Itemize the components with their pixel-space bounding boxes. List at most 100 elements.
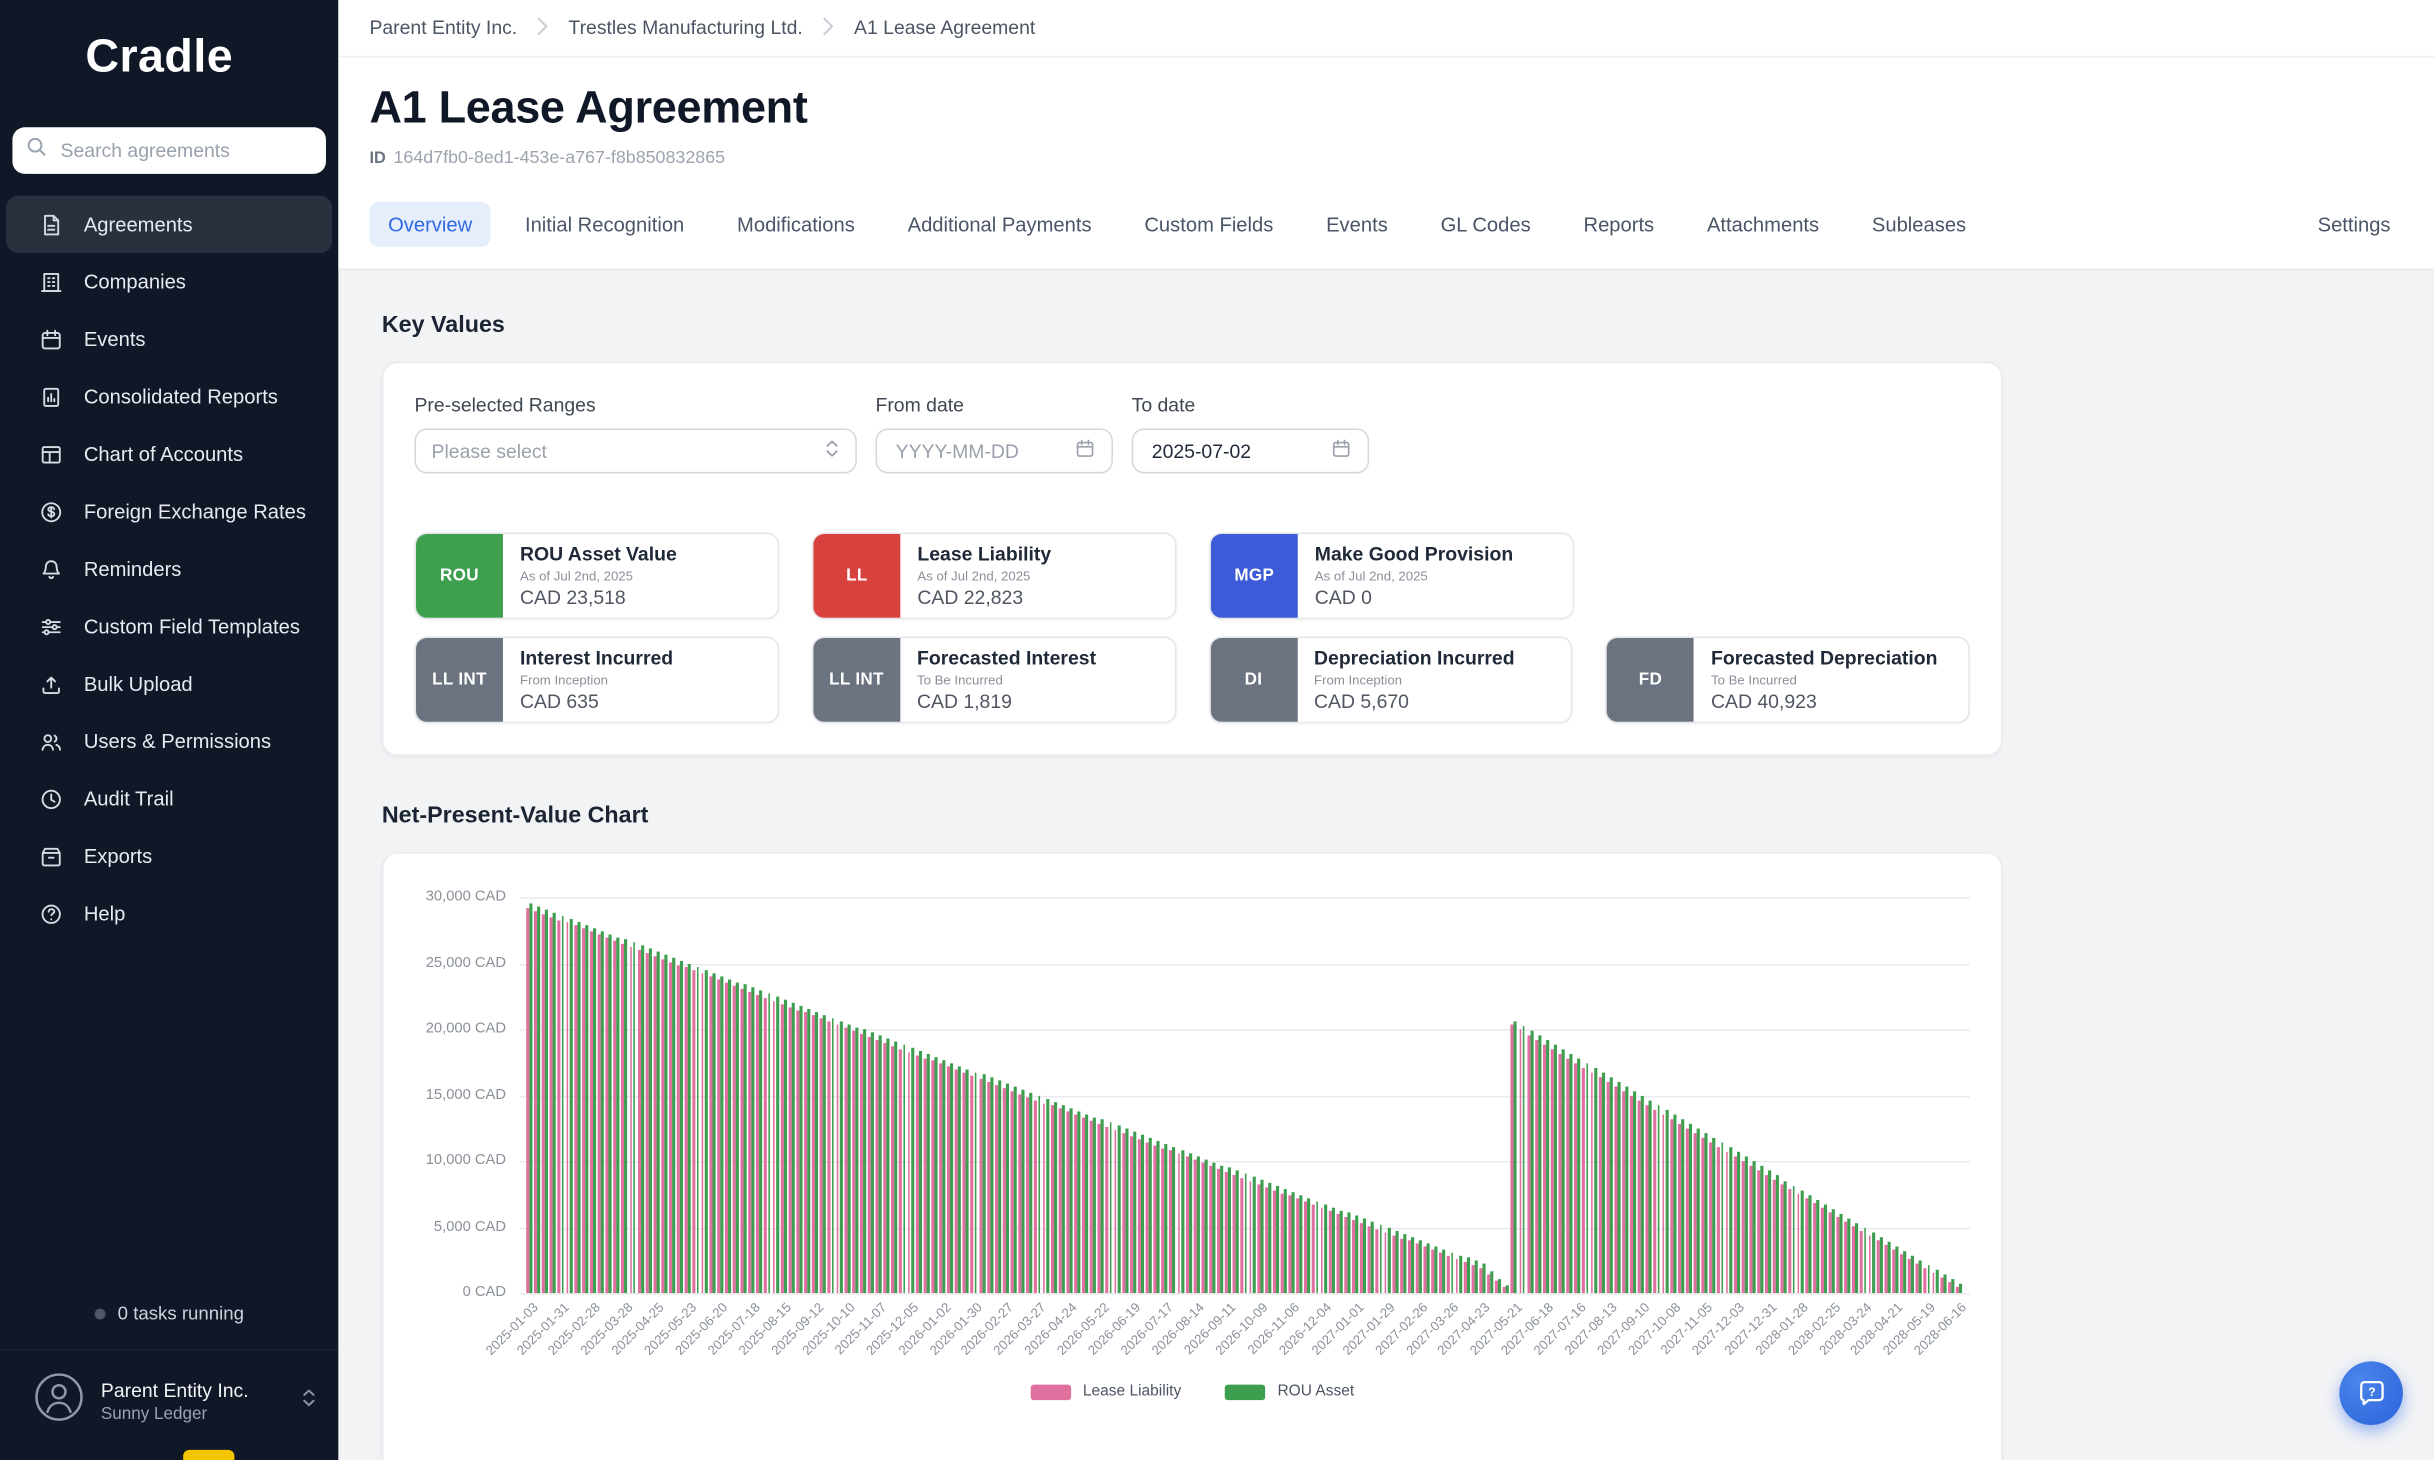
chevron-up-down-icon	[301, 1387, 317, 1415]
sidebar-item-label: Consolidated Reports	[83, 384, 278, 409]
main-area: Parent Entity Inc. Trestles Manufacturin…	[338, 0, 2434, 1460]
mgp-badge: MGP	[1210, 533, 1298, 618]
sidebar-item-label: Bulk Upload	[83, 672, 193, 696]
range-field: Pre-selected Ranges Please select	[414, 394, 857, 474]
tab-bar: Overview Initial Recognition Modificatio…	[338, 201, 2434, 269]
account-switcher[interactable]: Parent Entity Inc. Sunny Ledger	[0, 1348, 339, 1460]
ledger-table-icon	[37, 441, 63, 467]
users-icon	[37, 728, 63, 754]
sidebar-item-consolidated-reports[interactable]: Consolidated Reports	[6, 368, 332, 425]
sidebar-item-foreign-exchange-rates[interactable]: Foreign Exchange Rates	[6, 483, 332, 540]
breadcrumb-agreement[interactable]: A1 Lease Agreement	[854, 17, 1036, 39]
search-input[interactable]	[57, 138, 313, 163]
to-date-field: To date	[1131, 394, 1370, 474]
fd-badge: FD	[1607, 637, 1694, 722]
tab-modifications[interactable]: Modifications	[737, 212, 855, 236]
search-agreements-box[interactable]	[12, 127, 326, 174]
clock-icon	[37, 785, 63, 811]
tab-additional-payments[interactable]: Additional Payments	[907, 212, 1092, 236]
search-icon	[26, 137, 46, 165]
filters: Pre-selected Ranges Please select From d…	[414, 394, 1969, 474]
calendar-icon[interactable]	[1330, 438, 1352, 464]
sidebar-item-exports[interactable]: Exports	[6, 827, 332, 884]
sidebar-item-label: Events	[83, 327, 146, 351]
calendar-icon	[37, 326, 63, 352]
sidebar-item-events[interactable]: Events	[6, 310, 332, 367]
to-date-input[interactable]	[1148, 438, 1318, 464]
legend-lease-liability: Lease Liability	[1030, 1383, 1181, 1400]
tab-overview[interactable]: Overview	[369, 201, 491, 247]
chevron-right-icon	[537, 16, 549, 39]
account-user: Sunny Ledger	[100, 1404, 208, 1423]
upload-icon	[37, 671, 63, 697]
agreement-id-value: 164d7fb0-8ed1-453e-a767-f8b850832865	[393, 149, 726, 168]
metric-tiles: ROU ROU Asset Value As of Jul 2nd, 2025 …	[414, 532, 1970, 724]
range-select[interactable]: Please select	[414, 428, 857, 474]
from-date-field: From date	[875, 394, 1113, 474]
tab-events[interactable]: Events	[1326, 212, 1388, 236]
agreement-id: ID 164d7fb0-8ed1-453e-a767-f8b850832865	[369, 149, 726, 168]
metric-make-good-provision: MGP Make Good Provision As of Jul 2nd, 2…	[1209, 532, 1575, 620]
tab-initial-recognition[interactable]: Initial Recognition	[524, 212, 685, 236]
sidebar-item-bulk-upload[interactable]: Bulk Upload	[6, 655, 332, 712]
metric-depreciation-incurred: DI Depreciation Incurred From Inception …	[1208, 636, 1573, 724]
sidebar-item-help[interactable]: Help	[6, 885, 332, 942]
sidebar-item-label: Foreign Exchange Rates	[83, 499, 306, 524]
tab-attachments[interactable]: Attachments	[1706, 212, 1820, 236]
lease-liability-swatch	[1030, 1383, 1071, 1400]
help-chat-button[interactable]: ?	[2339, 1361, 2403, 1426]
chat-bubble-icon: ?	[2359, 1380, 2383, 1405]
chevron-right-icon	[823, 16, 834, 39]
sidebar-item-agreements[interactable]: Agreements	[6, 195, 333, 254]
metric-rou-asset-value: ROU ROU Asset Value As of Jul 2nd, 2025 …	[414, 532, 780, 620]
sidebar-item-label: Chart of Accounts	[83, 442, 244, 466]
breadcrumb-parent-entity[interactable]: Parent Entity Inc.	[369, 17, 518, 39]
sidebar-item-label: Reminders	[83, 557, 182, 581]
account-company: Parent Entity Inc.	[100, 1379, 249, 1401]
to-date-label: To date	[1131, 394, 1196, 417]
page-header: Parent Entity Inc. Trestles Manufacturin…	[338, 0, 2434, 271]
chevron-up-down-icon	[824, 438, 840, 464]
sidebar-item-label: Audit Trail	[83, 787, 174, 811]
tab-subleases[interactable]: Subleases	[1871, 212, 1967, 236]
sidebar-item-reminders[interactable]: Reminders	[6, 540, 332, 597]
legend-rou-asset: ROU Asset	[1224, 1383, 1354, 1400]
sidebar-nav: Agreements Companies Events Consolidated…	[0, 195, 338, 943]
tasks-status: 0 tasks running	[0, 1302, 338, 1324]
metric-forecasted-depreciation: FD Forecasted Depreciation To Be Incurre…	[1605, 636, 1970, 724]
metric-interest-incurred: LL INT Interest Incurred From Inception …	[414, 636, 779, 724]
building-icon	[37, 269, 63, 295]
sidebar-item-custom-field-templates[interactable]: Custom Field Templates	[6, 598, 332, 655]
tab-settings[interactable]: Settings	[2317, 212, 2391, 236]
archive-icon	[37, 843, 63, 869]
ll-int-badge: LL INT	[416, 637, 503, 722]
sidebar-item-audit-trail[interactable]: Audit Trail	[6, 770, 332, 827]
tab-gl-codes[interactable]: GL Codes	[1440, 212, 1531, 236]
npv-chart-heading: Net-Present-Value Chart	[381, 802, 649, 829]
bell-icon	[37, 556, 63, 582]
breadcrumb: Parent Entity Inc. Trestles Manufacturin…	[338, 0, 2434, 58]
tab-custom-fields[interactable]: Custom Fields	[1144, 212, 1274, 236]
sidebar-item-label: Users & Permissions	[83, 729, 272, 753]
di-badge: DI	[1210, 637, 1297, 722]
ll-int-badge: LL INT	[813, 637, 900, 722]
chart-legend: Lease Liability ROU Asset	[414, 1383, 1969, 1400]
range-label: Pre-selected Ranges	[414, 394, 596, 417]
sidebar-item-chart-of-accounts[interactable]: Chart of Accounts	[6, 425, 332, 482]
content-area: Key Values Pre-selected Ranges Please se…	[338, 270, 2434, 1460]
key-values-heading: Key Values	[381, 312, 505, 339]
from-date-input[interactable]	[892, 438, 1062, 464]
sliders-icon	[37, 613, 63, 639]
app-logo: Cradle	[85, 31, 234, 83]
sidebar-item-companies[interactable]: Companies	[6, 253, 332, 310]
npv-plot: 0 CAD 5,000 CAD 10,000 CAD 15,000 CAD 20,000…	[425, 887, 1970, 1358]
from-date-label: From date	[875, 394, 964, 417]
tab-reports[interactable]: Reports	[1583, 212, 1655, 236]
breadcrumb-company[interactable]: Trestles Manufacturing Ltd.	[568, 17, 803, 39]
help-circle-icon	[37, 900, 63, 926]
calendar-icon[interactable]	[1074, 438, 1096, 464]
ll-badge: LL	[813, 533, 901, 618]
sidebar-item-users-permissions[interactable]: Users & Permissions	[6, 713, 332, 770]
rou-badge: ROU	[416, 533, 503, 618]
